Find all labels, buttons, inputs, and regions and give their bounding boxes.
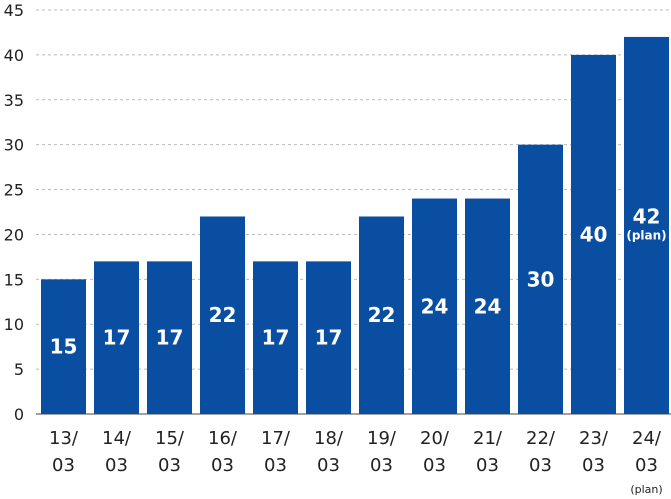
x-tick-label-top: 23/ (579, 428, 609, 449)
bar (306, 261, 351, 414)
data-label: 22 (368, 303, 396, 327)
x-tick-label-top: 13/ (49, 428, 79, 449)
y-tick-label: 45 (4, 1, 24, 20)
x-tick-label-top: 22/ (526, 428, 556, 449)
data-label: 17 (262, 326, 290, 350)
bar (412, 198, 457, 414)
bar (571, 54, 616, 415)
y-tick-label: 25 (4, 181, 24, 200)
bar (41, 279, 86, 414)
x-tick-label-top: 24/ (632, 428, 662, 449)
x-tick-label-top: 15/ (155, 428, 185, 449)
x-tick-note: (plan) (630, 483, 662, 496)
data-label: 15 (50, 335, 78, 359)
data-label: 17 (156, 326, 184, 350)
x-tick-label-bottom: 03 (211, 455, 234, 476)
x-tick-label-top: 19/ (367, 428, 397, 449)
x-tick-label-top: 14/ (102, 428, 132, 449)
y-tick-label: 0 (14, 405, 24, 424)
x-tick-label-bottom: 03 (423, 455, 446, 476)
x-tick-label-bottom: 03 (529, 455, 552, 476)
data-label: 40 (580, 222, 608, 246)
x-tick-label-bottom: 03 (317, 455, 340, 476)
x-tick-label-top: 20/ (420, 428, 450, 449)
data-label-note: (plan) (626, 228, 666, 242)
x-tick-label-top: 16/ (208, 428, 238, 449)
x-tick-label-bottom: 03 (370, 455, 393, 476)
x-tick-label-top: 17/ (261, 428, 291, 449)
data-label: 24 (474, 294, 502, 318)
bar (253, 261, 298, 414)
y-tick-label: 30 (4, 136, 24, 155)
y-tick-label: 5 (14, 360, 24, 379)
x-tick-label-bottom: 03 (264, 455, 287, 476)
bar (518, 144, 563, 414)
data-label: 17 (315, 326, 343, 350)
x-tick-label-bottom: 03 (105, 455, 128, 476)
bar (465, 198, 510, 414)
x-tick-label-top: 21/ (473, 428, 503, 449)
data-label: 17 (103, 326, 131, 350)
x-tick-label-bottom: 03 (52, 455, 75, 476)
data-label: 42 (633, 204, 661, 228)
data-label: 24 (421, 294, 449, 318)
x-tick-label-top: 18/ (314, 428, 344, 449)
y-tick-label: 10 (4, 315, 24, 334)
y-tick-label: 20 (4, 225, 24, 244)
bar (624, 36, 669, 414)
y-tick-label: 15 (4, 270, 24, 289)
bar (200, 216, 245, 414)
x-tick-label-bottom: 03 (476, 455, 499, 476)
y-tick-label: 35 (4, 91, 24, 110)
bar (94, 261, 139, 414)
y-tick-label: 40 (4, 46, 24, 65)
data-label: 22 (209, 303, 237, 327)
data-label: 30 (527, 267, 555, 291)
bar (359, 216, 404, 414)
x-tick-label-bottom: 03 (635, 455, 658, 476)
bar (147, 261, 192, 414)
x-tick-label-bottom: 03 (582, 455, 605, 476)
x-tick-label-bottom: 03 (158, 455, 181, 476)
